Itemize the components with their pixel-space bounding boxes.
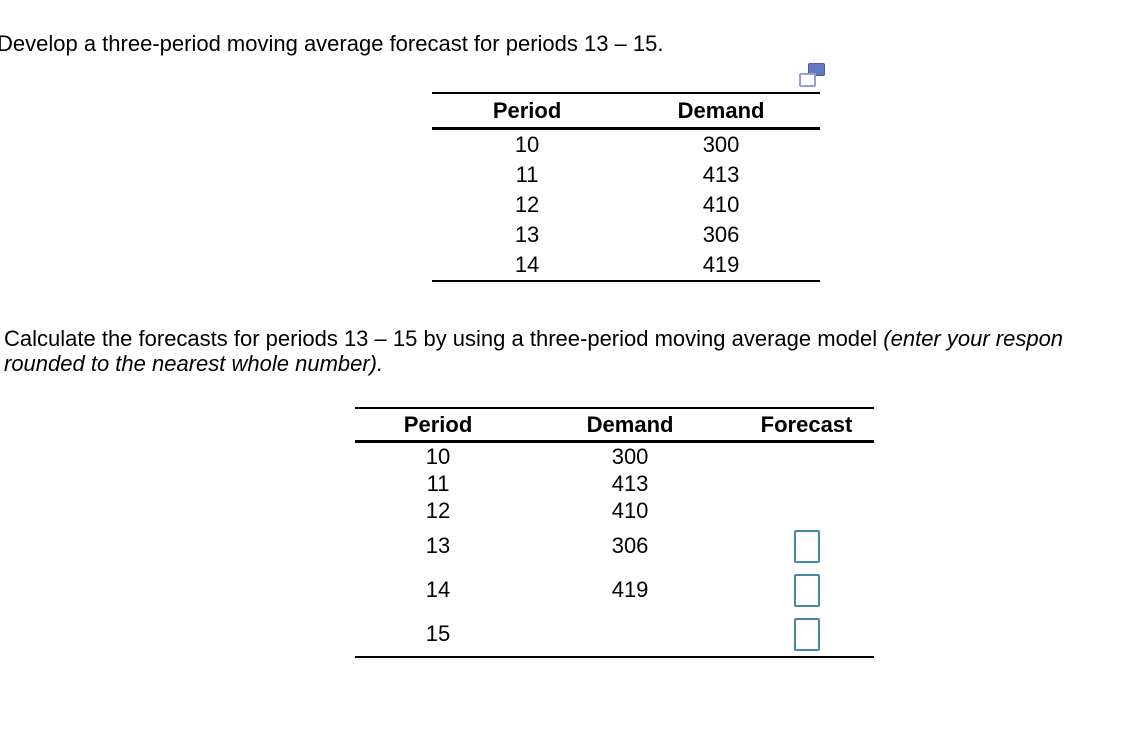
forecast-table-header-demand: Demand	[521, 408, 740, 443]
demand-cell: 413	[702, 162, 740, 187]
instruction-line-1: Calculate the forecasts for periods 13 –…	[4, 326, 1142, 351]
forecast-table: Period Demand Forecast 10 300 11 413 12 …	[355, 407, 874, 658]
demand-cell: 306	[702, 222, 740, 247]
forecast-cell	[739, 524, 874, 568]
forecast-input-period-15[interactable]	[793, 617, 820, 651]
demand-cell: 419	[702, 252, 740, 277]
demand-cell: 300	[611, 443, 649, 469]
demand-table-header-demand: Demand	[622, 93, 820, 130]
demand-cell: 413	[611, 470, 649, 496]
forecast-input-period-13[interactable]	[793, 529, 820, 563]
forecast-cell	[739, 470, 874, 497]
table-row: 10 300	[432, 129, 820, 161]
demand-cell: 306	[611, 533, 649, 558]
demand-table-header-period: Period	[432, 93, 623, 130]
demand-cell: 300	[702, 132, 740, 157]
table-row: 11 413	[355, 470, 874, 497]
question-instruction-text: Calculate the forecasts for periods 13 –…	[4, 326, 1142, 376]
forecast-table-header-row: Period Demand Forecast	[355, 408, 874, 443]
demand-cell	[521, 612, 739, 657]
forecast-input-period-14[interactable]	[793, 573, 820, 607]
table-row: 12 410	[432, 190, 820, 220]
copy-icon-back-rect	[808, 63, 825, 76]
period-cell: 12	[425, 497, 451, 523]
period-cell: 13	[514, 222, 540, 247]
table-row: 13 306	[432, 220, 820, 250]
table-row: 14 419	[355, 568, 874, 612]
table-row: 13 306	[355, 524, 874, 568]
period-cell: 15	[425, 621, 451, 646]
table-row: 10 300	[355, 442, 874, 471]
question-intro-text: Develop a three-period moving average fo…	[0, 31, 664, 56]
period-cell: 10	[425, 443, 451, 469]
copy-table-icon[interactable]	[799, 63, 825, 89]
period-cell: 11	[426, 470, 450, 496]
instruction-line-2: rounded to the nearest whole number).	[4, 351, 384, 376]
forecast-cell	[739, 612, 874, 657]
period-cell: 13	[425, 533, 451, 558]
period-cell: 14	[425, 577, 451, 602]
instruction-normal-segment: Calculate the forecasts for periods 13 –…	[4, 326, 884, 351]
table-row: 14 419	[432, 250, 820, 281]
forecast-cell	[739, 568, 874, 612]
period-cell: 12	[514, 192, 540, 217]
copy-icon-front-rect	[799, 73, 816, 87]
period-cell: 10	[514, 132, 540, 157]
forecast-table-header-forecast: Forecast	[739, 408, 874, 443]
table-row: 12 410	[355, 497, 874, 524]
instruction-italic-segment: (enter your respon	[883, 326, 1064, 351]
demand-table-header-row: Period Demand	[432, 93, 820, 130]
demand-table: Period Demand 10 300 11 413 12 410 13 30…	[432, 92, 820, 282]
period-cell: 11	[515, 162, 539, 187]
demand-cell: 419	[611, 577, 649, 602]
period-cell: 14	[514, 252, 540, 277]
demand-cell: 410	[702, 192, 740, 217]
forecast-table-header-period: Period	[355, 408, 522, 443]
forecast-cell	[739, 442, 874, 471]
table-row: 11 413	[432, 160, 820, 190]
demand-cell: 410	[611, 497, 649, 523]
table-row: 15	[355, 612, 874, 657]
forecast-cell	[739, 497, 874, 524]
